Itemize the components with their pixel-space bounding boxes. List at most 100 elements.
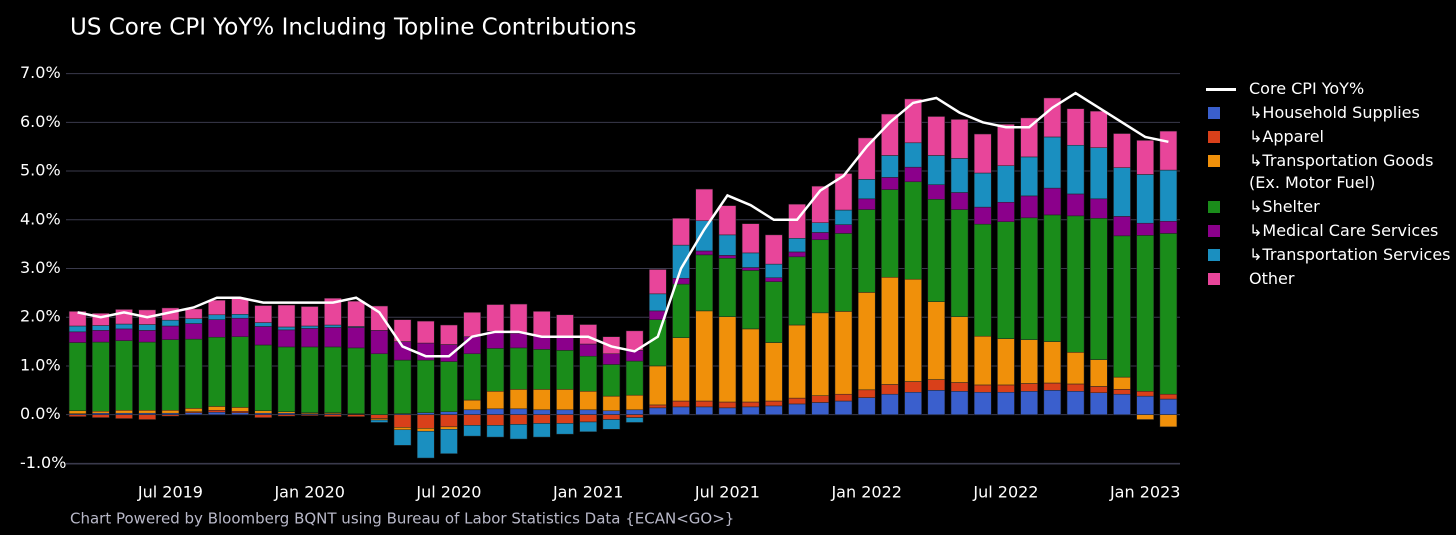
bar-segment <box>533 311 551 336</box>
bar-segment <box>997 392 1015 415</box>
bar-segment <box>416 428 435 432</box>
bar-segment <box>811 395 830 403</box>
bar-segment <box>881 384 899 395</box>
footnote: Chart Powered by Bloomberg BQNT using Bu… <box>70 510 734 528</box>
bar-segment <box>950 391 969 415</box>
bar-segment <box>927 184 946 200</box>
bar-segment <box>741 270 760 330</box>
x-tick-label: Jan 2021 <box>552 483 623 502</box>
x-tick-label: Jul 2019 <box>137 483 203 502</box>
bar-segment <box>440 414 458 428</box>
bar-segment <box>1066 352 1085 385</box>
bar-segment <box>1136 174 1154 224</box>
bar-segment <box>440 411 458 415</box>
bar-segment <box>997 124 1015 166</box>
bar-segment <box>950 192 969 210</box>
bar-segment <box>254 344 273 412</box>
bar-segment <box>208 299 226 316</box>
bar-segment <box>92 411 110 414</box>
bar-segment <box>486 391 505 410</box>
core-cpi-line <box>77 91 1169 358</box>
bar-segment <box>857 198 876 210</box>
bar-segment <box>347 300 365 327</box>
bar-segment <box>440 426 458 430</box>
bar-segment <box>1043 136 1062 189</box>
bar-segment <box>1136 414 1154 420</box>
bar-segment <box>765 281 783 343</box>
y-tick-label: 1.0% <box>20 355 61 374</box>
bar-segment <box>416 342 435 361</box>
bar-segment <box>973 172 992 208</box>
x-tick-label: Jan 2020 <box>273 483 344 502</box>
bar-segment <box>857 209 876 293</box>
bar-segment <box>602 410 621 415</box>
bar-segment <box>1159 169 1178 222</box>
bar-segment <box>881 393 899 415</box>
bar-segment <box>254 414 273 418</box>
bar-segment <box>115 410 133 414</box>
bar-segment <box>579 324 597 345</box>
bar-segment <box>1090 218 1108 360</box>
bar-segment <box>440 429 458 454</box>
bar-segment <box>184 338 203 409</box>
bar-segment <box>463 353 481 401</box>
bar-segment <box>695 220 713 252</box>
bar-segment <box>1113 389 1131 395</box>
bar-segment <box>68 331 87 343</box>
bar-segment <box>556 314 574 337</box>
bar-segment <box>649 293 667 312</box>
bar-segment <box>1090 147 1108 200</box>
y-tick-label: 2.0% <box>20 307 61 326</box>
bar-segment <box>463 336 481 355</box>
bar-segment <box>788 256 806 326</box>
bar-segment <box>973 133 992 174</box>
bar-segment <box>300 328 319 348</box>
legend-item: ↳Household Supplies <box>1206 102 1451 124</box>
bar-segment <box>184 318 203 324</box>
bar-segment <box>765 405 783 415</box>
bar-segment <box>1159 220 1178 234</box>
bar-segment <box>1136 222 1154 236</box>
bar-segment <box>950 158 969 193</box>
bar-segment <box>649 319 667 367</box>
bar-segment <box>115 340 133 411</box>
bar-segment <box>138 414 156 420</box>
bar-segment <box>277 326 296 331</box>
legend-swatch <box>1208 225 1220 237</box>
y-tick-label: 0.0% <box>20 404 61 423</box>
bar-segment <box>1159 414 1178 428</box>
bar-segment <box>1066 215 1085 353</box>
bar-segment <box>718 255 737 259</box>
bar-segment <box>950 382 969 392</box>
bar-segment <box>300 346 319 413</box>
bar-segment <box>393 427 412 431</box>
bar-segment <box>533 349 551 390</box>
bar-segment <box>416 320 435 344</box>
x-tick-label: Jul 2021 <box>694 483 760 502</box>
legend-swatch <box>1208 273 1220 285</box>
bar-segment <box>834 233 853 312</box>
bar-segment <box>509 303 528 334</box>
bar-segment <box>904 278 922 382</box>
bar-segment <box>1113 376 1131 390</box>
bar-segment <box>788 397 806 405</box>
bar-segment <box>208 406 226 411</box>
bar-segment <box>834 400 853 415</box>
bar-segment <box>208 314 226 320</box>
bar-segment <box>765 342 783 402</box>
legend-swatch <box>1208 249 1220 261</box>
bar-segment <box>927 379 946 391</box>
bar-segment <box>927 390 946 415</box>
bar-segment <box>973 335 992 386</box>
bar-segment <box>927 301 946 380</box>
bar-segment <box>788 203 806 239</box>
bar-segment <box>811 312 830 396</box>
bar-segment <box>811 402 830 415</box>
bar-segment <box>1020 339 1038 384</box>
bar-segment <box>115 414 133 419</box>
bar-segment <box>556 389 574 411</box>
bar-segment <box>579 421 597 432</box>
bar-segment <box>695 250 713 256</box>
bar-segment <box>138 341 156 411</box>
